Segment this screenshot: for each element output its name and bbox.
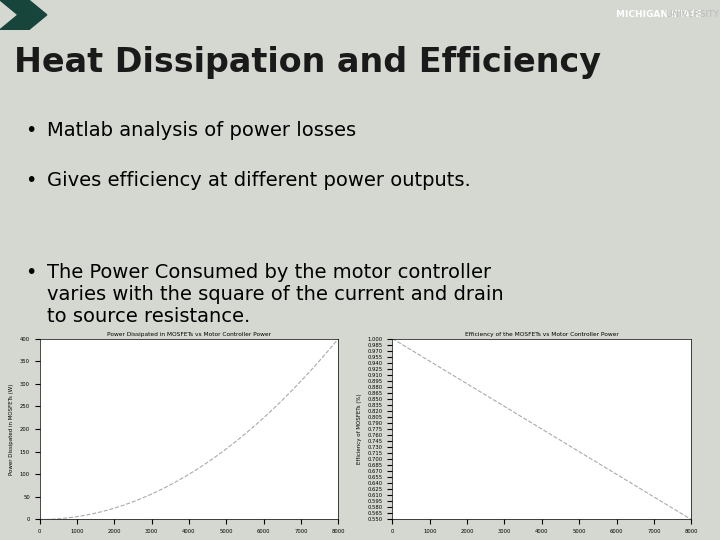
Y-axis label: Efficiency of MOSFETs (%): Efficiency of MOSFETs (%) bbox=[357, 394, 362, 464]
Polygon shape bbox=[0, 0, 47, 30]
Text: MICHIGAN STATE: MICHIGAN STATE bbox=[616, 10, 702, 19]
Title: Efficiency of the MOSFETs vs Motor Controller Power: Efficiency of the MOSFETs vs Motor Contr… bbox=[465, 332, 618, 337]
Y-axis label: Power Dissipated in MOSFETs (W): Power Dissipated in MOSFETs (W) bbox=[9, 383, 14, 475]
Text: •: • bbox=[25, 263, 37, 282]
Text: Gives efficiency at different power outputs.: Gives efficiency at different power outp… bbox=[47, 171, 471, 190]
Text: UNIVERSITY: UNIVERSITY bbox=[663, 10, 719, 19]
Text: Heat Dissipation and Efficiency: Heat Dissipation and Efficiency bbox=[14, 46, 601, 79]
Text: The Power Consumed by the motor controller
varies with the square of the current: The Power Consumed by the motor controll… bbox=[47, 263, 503, 326]
Title: Power Dissipated in MOSFETs vs Motor Controller Power: Power Dissipated in MOSFETs vs Motor Con… bbox=[107, 332, 271, 337]
Text: •: • bbox=[25, 122, 37, 140]
Text: Matlab analysis of power losses: Matlab analysis of power losses bbox=[47, 122, 356, 140]
Text: •: • bbox=[25, 171, 37, 190]
